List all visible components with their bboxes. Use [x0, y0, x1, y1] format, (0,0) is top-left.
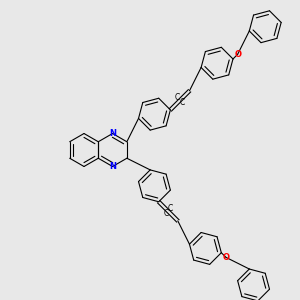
Text: C: C — [175, 94, 180, 103]
Text: O: O — [223, 253, 230, 262]
Text: N: N — [109, 129, 116, 138]
Text: C: C — [168, 204, 173, 213]
Text: C: C — [180, 98, 185, 107]
Text: O: O — [234, 50, 241, 59]
Text: C: C — [163, 209, 169, 218]
Text: N: N — [109, 162, 116, 171]
